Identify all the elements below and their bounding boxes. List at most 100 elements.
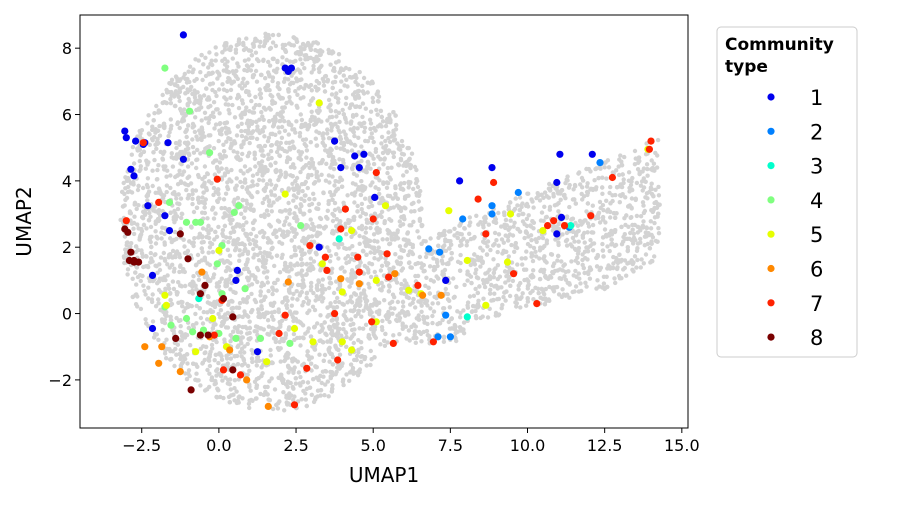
background-cell-point: [613, 280, 618, 286]
background-cell-point: [232, 115, 238, 120]
background-cell-point: [457, 325, 463, 330]
background-cell-point: [641, 219, 646, 224]
background-cell-point: [409, 265, 414, 270]
background-cell-point: [416, 199, 421, 204]
background-cell-point: [375, 248, 380, 254]
background-cell-point: [329, 147, 334, 153]
background-cell-point: [223, 125, 228, 130]
background-cell-point: [168, 297, 173, 303]
background-cell-point: [173, 211, 178, 216]
background-cell-point: [258, 213, 264, 219]
background-cell-point: [211, 192, 216, 198]
background-cell-point: [564, 215, 570, 221]
background-cell-point: [489, 282, 494, 288]
background-cell-point: [645, 173, 650, 178]
background-cell-point: [286, 120, 292, 126]
background-cell-point: [567, 281, 572, 286]
background-cell-point: [137, 158, 142, 164]
background-cell-point: [336, 330, 341, 336]
background-cell-point: [330, 154, 336, 160]
background-cell-point: [581, 194, 587, 199]
background-cell-point: [495, 297, 500, 302]
background-cell-point: [369, 131, 374, 136]
background-cell-point: [434, 257, 439, 263]
background-cell-point: [153, 304, 159, 309]
background-cell-point: [518, 305, 523, 310]
background-cell-point: [524, 223, 530, 229]
background-cell-point: [638, 236, 643, 242]
background-cell-point: [168, 210, 173, 216]
background-cell-point: [248, 68, 254, 73]
background-cell-point: [134, 282, 139, 287]
background-cell-point: [367, 336, 372, 341]
background-cell-point: [216, 371, 221, 377]
background-cell-point: [508, 200, 513, 205]
background-cell-point: [251, 226, 256, 232]
background-cell-point: [457, 223, 462, 228]
background-cell-point: [350, 128, 356, 134]
background-cell-point: [278, 169, 283, 174]
background-cell-point: [205, 317, 210, 322]
background-cell-point: [368, 225, 373, 231]
background-cell-point: [299, 397, 304, 402]
background-cell-point: [213, 211, 218, 216]
background-cell-point: [528, 290, 533, 296]
background-cell-point: [254, 136, 260, 142]
background-cell-point: [358, 214, 363, 219]
background-cell-point: [239, 121, 244, 127]
background-cell-point: [228, 95, 233, 101]
background-cell-point: [327, 103, 333, 108]
background-cell-point: [250, 179, 255, 184]
background-cell-point: [180, 172, 185, 177]
background-cell-point: [343, 256, 348, 261]
background-cell-point: [340, 107, 345, 113]
background-cell-point: [148, 214, 153, 219]
background-cell-point: [423, 283, 428, 288]
background-cell-point: [491, 297, 496, 303]
background-cell-point: [217, 111, 222, 116]
background-cell-point: [279, 135, 285, 140]
background-cell-point: [138, 278, 143, 284]
background-cell-point: [282, 119, 287, 124]
background-cell-point: [336, 100, 341, 105]
background-cell-point: [193, 115, 198, 120]
background-cell-point: [337, 299, 342, 305]
background-cell-point: [436, 276, 441, 281]
background-cell-point: [152, 111, 157, 116]
background-cell-point: [177, 252, 182, 257]
background-cell-point: [469, 280, 474, 286]
background-cell-point: [357, 295, 362, 300]
background-cell-point: [262, 265, 268, 270]
background-cell-point: [594, 255, 599, 261]
background-cell-point: [228, 387, 233, 392]
background-cell-point: [301, 235, 306, 241]
background-cell-point: [273, 228, 278, 233]
background-cell-point: [303, 57, 308, 62]
background-cell-point: [236, 64, 241, 69]
background-cell-point: [203, 185, 209, 191]
background-cell-point: [492, 291, 497, 296]
background-cell-point: [369, 203, 375, 209]
background-cell-point: [201, 239, 206, 245]
background-cell-point: [223, 41, 228, 46]
background-cell-point: [213, 378, 218, 384]
background-cell-point: [240, 197, 245, 203]
background-cell-point: [267, 238, 272, 243]
background-cell-point: [277, 240, 282, 245]
background-cell-point: [169, 151, 174, 156]
background-cell-point: [424, 298, 430, 304]
background-cell-point: [152, 335, 157, 340]
background-cell-point: [313, 121, 318, 127]
background-cell-point: [569, 259, 574, 264]
background-cell-point: [446, 319, 451, 325]
background-cell-point: [292, 211, 297, 216]
background-cell-point: [496, 210, 501, 216]
background-cell-point: [491, 270, 497, 276]
background-cell-point: [251, 105, 257, 111]
background-cell-point: [246, 237, 251, 242]
background-cell-point: [652, 168, 657, 173]
background-cell-point: [215, 367, 220, 372]
background-cell-point: [353, 274, 358, 280]
background-cell-point: [187, 373, 192, 379]
background-cell-point: [147, 210, 152, 216]
